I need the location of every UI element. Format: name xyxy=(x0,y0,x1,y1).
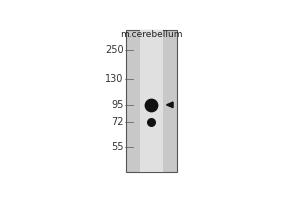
Text: m.cerebellum: m.cerebellum xyxy=(120,30,183,39)
Text: 72: 72 xyxy=(111,117,124,127)
Text: 95: 95 xyxy=(111,100,124,110)
Bar xyxy=(140,30,163,172)
Bar xyxy=(126,30,177,172)
Polygon shape xyxy=(167,102,173,108)
Text: 130: 130 xyxy=(105,74,124,84)
Text: 55: 55 xyxy=(111,142,124,152)
Point xyxy=(149,103,154,106)
Text: 250: 250 xyxy=(105,45,124,55)
Point xyxy=(149,120,154,123)
